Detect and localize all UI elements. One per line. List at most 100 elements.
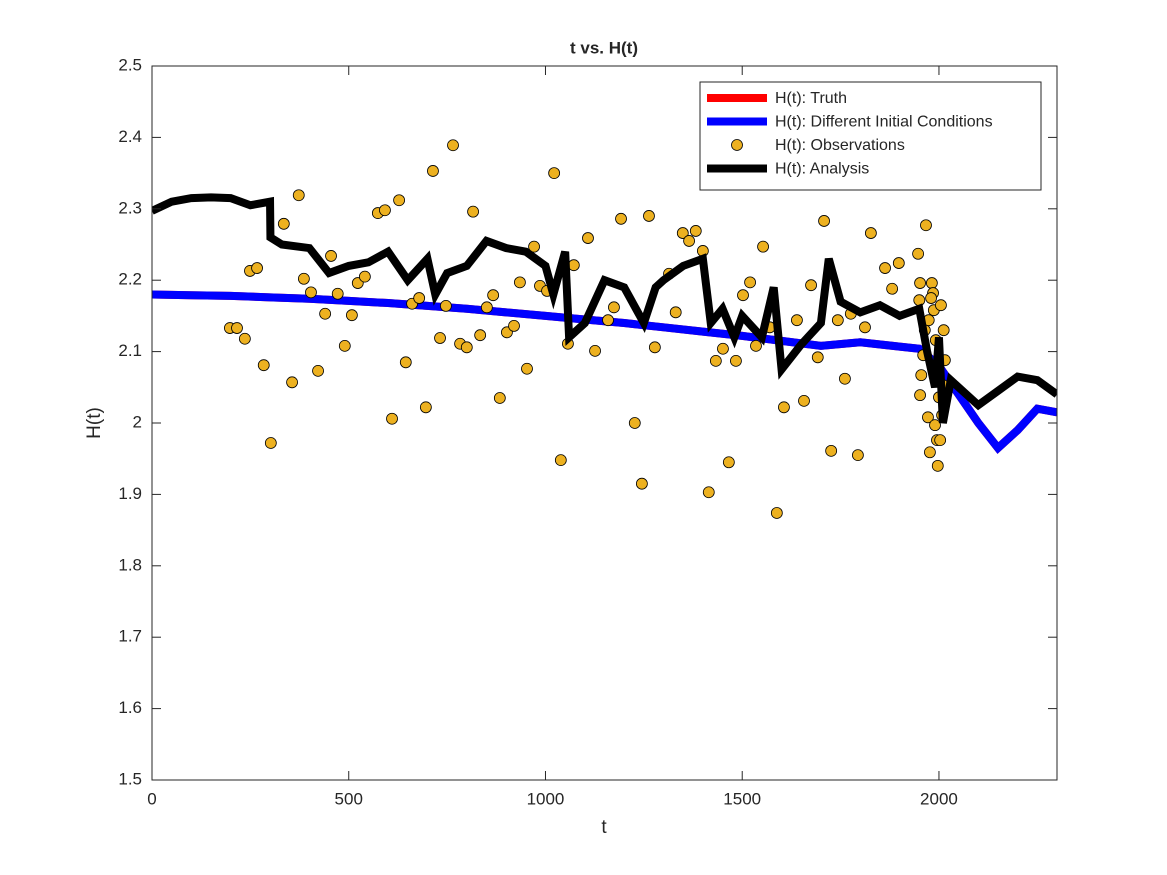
y-tick-label: 2.3: [118, 198, 142, 217]
observation-point: [608, 301, 620, 314]
observation-point: [717, 342, 729, 355]
observation-point: [924, 446, 936, 459]
observation-point: [744, 276, 756, 289]
y-tick-label: 1.5: [118, 769, 142, 788]
observation-point: [292, 189, 305, 202]
observation-point: [669, 306, 682, 319]
x-tick-label: 0: [147, 789, 156, 808]
observation-point: [434, 332, 446, 344]
observation-point: [393, 194, 406, 207]
observation-point: [859, 321, 871, 334]
observation-point: [628, 417, 641, 429]
legend-marker: [731, 139, 743, 151]
observation-point: [886, 282, 899, 295]
observation-point: [338, 339, 351, 352]
plot-area: [152, 139, 1057, 519]
observation-point: [825, 444, 838, 457]
x-tick-label: 2000: [920, 789, 958, 808]
line: [152, 290, 1057, 454]
y-tick-label: 2.5: [118, 55, 142, 74]
observation-point: [635, 477, 648, 490]
observation-point: [709, 354, 722, 367]
observation-point: [467, 205, 479, 218]
observation-point: [521, 362, 533, 375]
legend-label: H(t): Different Initial Conditions: [775, 114, 993, 131]
observation-point: [508, 319, 520, 332]
observation-point: [722, 456, 735, 469]
observation-point: [914, 277, 926, 289]
observation-point: [238, 332, 251, 345]
observation-point: [931, 459, 944, 472]
observation-point: [419, 401, 432, 414]
observation-point: [737, 289, 749, 302]
line: [152, 193, 1057, 424]
observation-point: [864, 227, 877, 239]
observation-point: [589, 344, 601, 357]
observation-point: [852, 449, 864, 462]
observation-point: [892, 257, 905, 269]
observation-point: [798, 394, 810, 407]
observation-point: [925, 277, 938, 289]
observation-point: [702, 486, 715, 499]
observation-point: [770, 507, 783, 519]
legend-label: H(t): Analysis: [775, 161, 869, 178]
observation-point: [676, 227, 689, 239]
observation-point: [750, 339, 762, 352]
observation-point: [447, 139, 459, 152]
observation-point: [602, 314, 614, 327]
observation-point: [277, 217, 290, 230]
x-tick-label: 1500: [723, 789, 761, 808]
observation-point: [730, 354, 742, 367]
observation-point: [297, 272, 310, 285]
observation-point: [757, 240, 769, 253]
observation-point: [251, 262, 263, 274]
observation-point: [460, 341, 473, 354]
observation-point: [487, 289, 500, 302]
y-tick-label: 1.6: [118, 698, 142, 717]
observation-point: [345, 309, 358, 322]
observation-point: [922, 411, 934, 424]
observation-point: [358, 270, 371, 283]
observation-point: [615, 212, 627, 225]
observation-point: [791, 314, 803, 327]
y-tick-label: 1.8: [118, 555, 142, 574]
y-tick-label: 2.2: [118, 270, 142, 289]
observation-point: [937, 324, 950, 337]
observation-point: [413, 292, 426, 304]
observation-point: [427, 165, 439, 177]
x-axis-label: t: [601, 817, 607, 838]
observation-point: [257, 359, 270, 372]
legend-label: H(t): Observations: [775, 137, 905, 154]
y-tick-label: 1.7: [118, 627, 142, 646]
observation-point: [554, 454, 567, 467]
legend-label: H(t): Truth: [775, 90, 847, 107]
observation-point: [778, 401, 790, 414]
observation-point: [331, 287, 344, 300]
observation-point: [912, 247, 925, 260]
observation-point: [879, 262, 891, 274]
observation-point: [920, 219, 932, 232]
y-tick-label: 2.1: [118, 341, 142, 360]
y-tick-label: 2: [133, 412, 142, 431]
observation-point: [648, 341, 661, 354]
observation-point: [935, 299, 947, 312]
observation-point: [818, 215, 830, 227]
observation-point: [493, 392, 506, 404]
observation-point: [805, 279, 817, 292]
observation-point: [914, 389, 926, 402]
observation-point: [934, 434, 947, 447]
observation-point: [567, 259, 580, 272]
observation-point: [548, 167, 561, 180]
observation-point: [643, 210, 655, 222]
chart-title: t vs. H(t): [570, 38, 638, 57]
observation-point: [582, 232, 594, 244]
observation-point: [399, 356, 412, 369]
observation-point: [913, 294, 926, 307]
observation-point: [689, 225, 702, 237]
observation-point: [325, 250, 337, 262]
observation-point: [305, 286, 317, 299]
observation-point: [839, 372, 851, 385]
y-axis-label: H(t): [84, 407, 105, 439]
